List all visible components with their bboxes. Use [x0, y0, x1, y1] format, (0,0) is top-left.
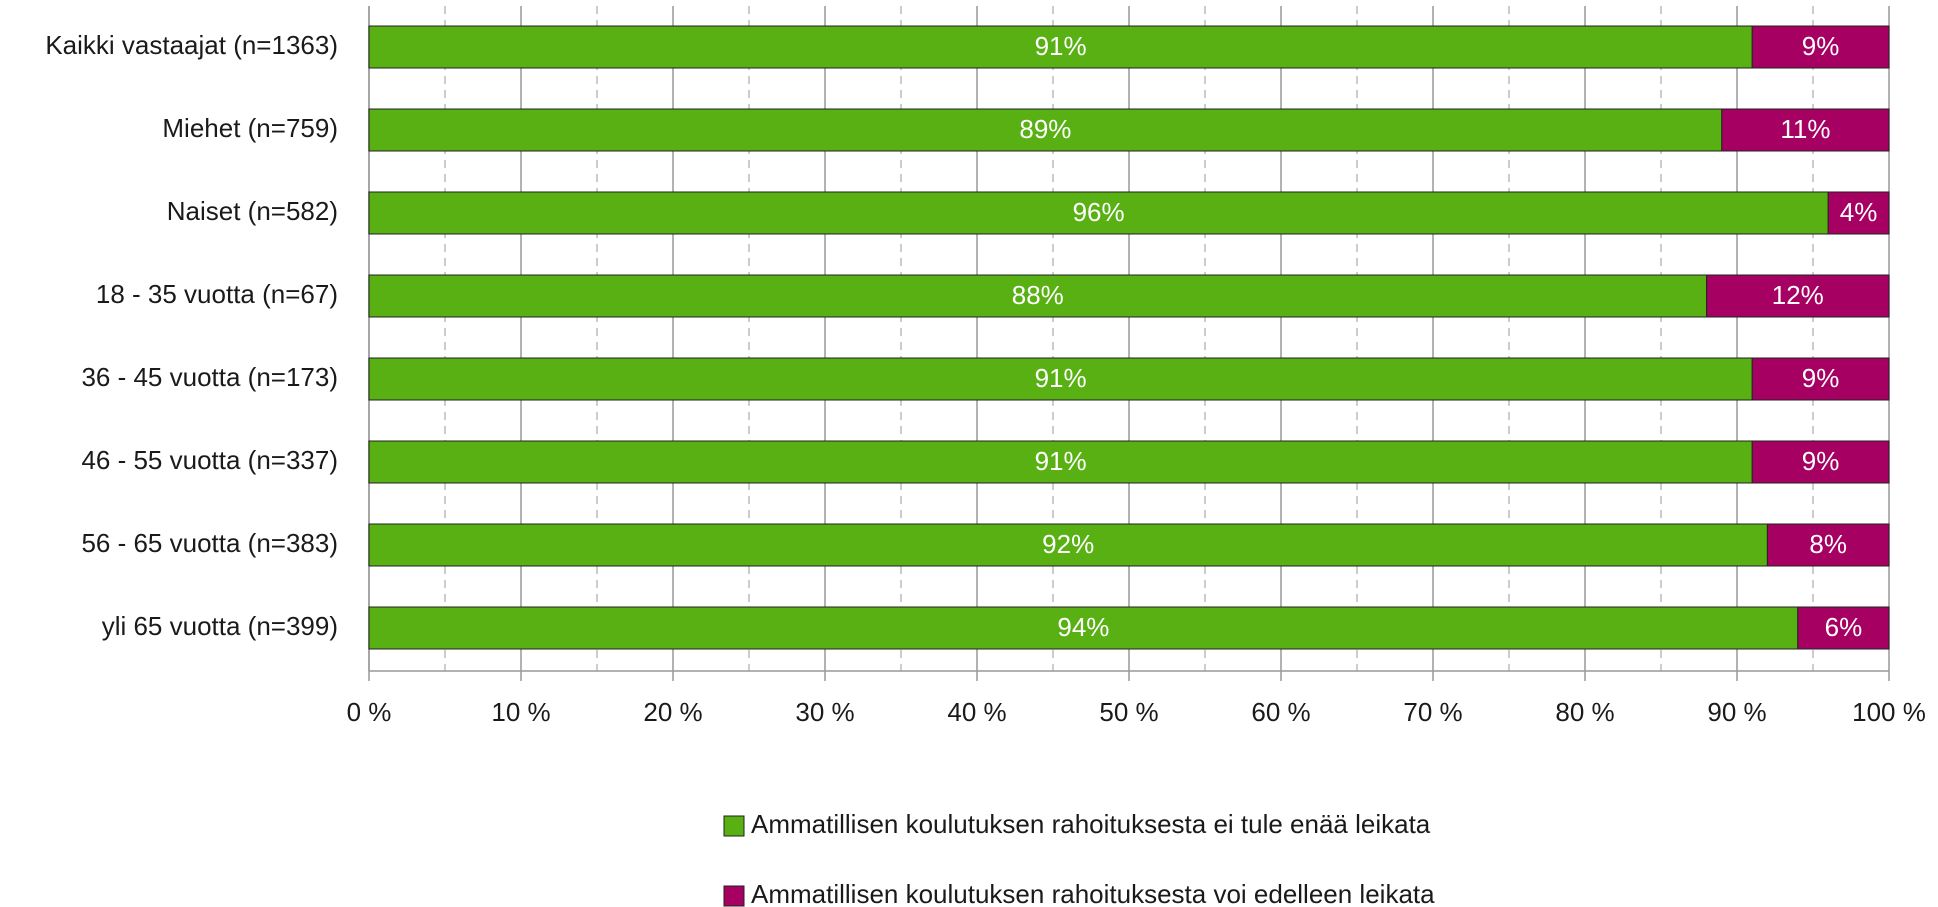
data-label: 9%	[1802, 363, 1840, 393]
y-tick-label: Kaikki vastaajat (n=1363)	[45, 30, 338, 60]
y-tick-label: 18 - 35 vuotta (n=67)	[96, 279, 338, 309]
data-label: 96%	[1073, 197, 1125, 227]
x-tick-label: 20 %	[643, 697, 702, 727]
x-tick-label: 0 %	[347, 697, 392, 727]
x-tick-label: 90 %	[1707, 697, 1766, 727]
bar-segment	[368, 523, 1768, 567]
bar-segment	[1751, 440, 1890, 484]
legend-label: Ammatillisen koulutuksen rahoituksesta e…	[751, 809, 1431, 839]
data-label: 89%	[1019, 114, 1071, 144]
bar-segment	[1766, 523, 1890, 567]
data-label: 91%	[1035, 363, 1087, 393]
x-tick-label: 60 %	[1251, 697, 1310, 727]
bar-segment	[368, 440, 1753, 484]
data-label: 11%	[1780, 114, 1830, 144]
bar-segment	[368, 25, 1753, 69]
bar-segment	[368, 108, 1723, 152]
legend-label: Ammatillisen koulutuksen rahoituksesta v…	[751, 879, 1435, 907]
bar-segment	[368, 606, 1799, 650]
y-tick-label: yli 65 vuotta (n=399)	[102, 611, 338, 641]
y-tick-label: 56 - 65 vuotta (n=383)	[81, 528, 338, 558]
data-label: 8%	[1809, 529, 1847, 559]
x-tick-label: 70 %	[1403, 697, 1462, 727]
data-label: 4%	[1840, 197, 1878, 227]
x-tick-label: 80 %	[1555, 697, 1614, 727]
bar-segment	[1721, 108, 1890, 152]
bar-segment	[1751, 357, 1890, 401]
bar-segment	[1706, 274, 1890, 318]
y-tick-label: Naiset (n=582)	[167, 196, 338, 226]
data-label: 91%	[1035, 31, 1087, 61]
bar-segment	[1797, 606, 1890, 650]
bar-segment	[1751, 25, 1890, 69]
data-label: 88%	[1012, 280, 1064, 310]
x-tick-label: 10 %	[491, 697, 550, 727]
data-label: 12%	[1772, 280, 1824, 310]
bar-segment	[368, 274, 1708, 318]
y-tick-label: 36 - 45 vuotta (n=173)	[81, 362, 338, 392]
legend-marker	[723, 885, 745, 907]
data-label: 6%	[1825, 612, 1863, 642]
x-tick-label: 100 %	[1852, 697, 1926, 727]
data-label: 9%	[1802, 31, 1840, 61]
x-tick-label: 50 %	[1099, 697, 1158, 727]
x-tick-label: 40 %	[947, 697, 1006, 727]
x-tick-label: 30 %	[795, 697, 854, 727]
y-tick-label: Miehet (n=759)	[162, 113, 338, 143]
data-label: 91%	[1035, 446, 1087, 476]
bar-segment	[1827, 191, 1890, 235]
data-label: 94%	[1057, 612, 1109, 642]
bar-segment	[368, 357, 1753, 401]
data-label: 92%	[1042, 529, 1094, 559]
legend-marker	[723, 815, 745, 837]
y-tick-label: 46 - 55 vuotta (n=337)	[81, 445, 338, 475]
data-label: 9%	[1802, 446, 1840, 476]
